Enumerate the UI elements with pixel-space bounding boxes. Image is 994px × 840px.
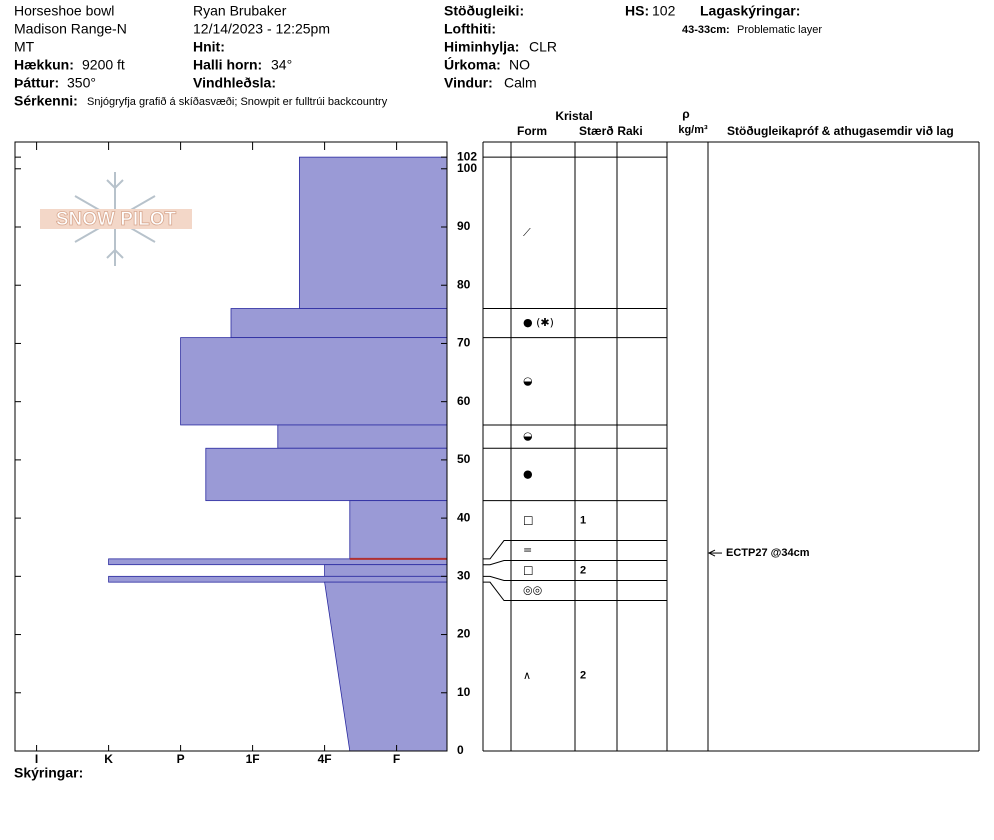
x-tick-label: 4F: [318, 752, 332, 766]
y-tick-label: 70: [457, 336, 471, 350]
hardness-layer: [180, 337, 448, 426]
logo-text: SNOW PILOT: [56, 209, 177, 230]
grain-form: □: [523, 514, 533, 527]
test-arrowhead: [707, 549, 716, 557]
slope-value: 34°: [271, 57, 292, 73]
layer-connector: [483, 581, 511, 602]
hs-value: 102: [652, 3, 676, 19]
grain-form: ●: [523, 467, 533, 480]
x-tick-label: I: [35, 752, 38, 766]
y-tick-label: 0: [457, 743, 464, 757]
state: MT: [14, 39, 35, 55]
rho-unit-header: kg/m³: [678, 124, 708, 136]
y-tick-label: 30: [457, 569, 471, 583]
hardness-layer: [298, 156, 448, 309]
layer-connector: [483, 575, 511, 582]
test-label: ECTP27 @34cm: [726, 547, 810, 559]
aspect-value: 350°: [67, 75, 96, 91]
layer-connector: [483, 560, 511, 566]
tests-header: Stöðugleikapróf & athugasemdir við lag: [727, 124, 954, 138]
x-tick-label: F: [393, 752, 400, 766]
x-tick-label: P: [177, 752, 185, 766]
y-tick-label: 80: [457, 277, 471, 291]
y-tick-label: 50: [457, 452, 471, 466]
x-tick-label: K: [104, 752, 113, 766]
y-tick-label: 40: [457, 510, 471, 524]
y-tick-label: 100: [457, 161, 477, 175]
layer-notes-label: Lagaskýringar:: [700, 3, 800, 19]
hardness-layer: [349, 500, 448, 560]
hardness-layer: [324, 581, 448, 752]
stability-label: Stöðugleiki:: [444, 3, 524, 19]
logo-band: [40, 209, 192, 229]
grain-form: ⟋: [523, 226, 531, 239]
plot-frame: [14, 141, 448, 752]
observer: Ryan Brubaker: [193, 3, 287, 19]
precip-value: NO: [509, 57, 530, 73]
precip-label: Úrkoma:: [444, 56, 501, 73]
grain-form: =: [523, 544, 532, 557]
grain-form: ∧: [523, 669, 531, 682]
sky-label: Himinhylja:: [444, 39, 519, 55]
grain-form: □: [523, 564, 533, 577]
features-label: Sérkenni:: [14, 93, 78, 109]
grain-size: 2: [580, 564, 586, 576]
coords-label: Hnit:: [193, 39, 225, 55]
grain-form: ◒: [523, 430, 533, 443]
y-tick-label: 90: [457, 219, 471, 233]
range: Madison Range-N: [14, 21, 127, 37]
hardness-layer: [205, 447, 448, 502]
wind-label: Vindur:: [444, 75, 493, 91]
slope-label: Halli horn:: [193, 57, 262, 73]
size-header: Stærð: [579, 124, 614, 138]
aspect-label: Þáttur:: [14, 75, 59, 91]
hardness-layer: [108, 575, 448, 583]
x-tick-label: 1F: [246, 752, 260, 766]
elevation-label: Hækkun:: [14, 57, 74, 73]
grain-size: 2: [580, 670, 586, 682]
moisture-header: Raki: [617, 124, 642, 138]
wind-value: Calm: [504, 75, 537, 91]
air-temp-label: Lofthiti:: [444, 21, 496, 37]
grain-form: ● (✱): [523, 316, 554, 329]
features-value: Snjógryfja grafið á skíðasvæði; Snowpit …: [87, 96, 388, 108]
form-header: Form: [517, 124, 547, 138]
y-tick-label: 10: [457, 685, 471, 699]
layer-connector: [483, 540, 511, 560]
location: Horseshoe bowl: [14, 3, 114, 19]
hardness-layer: [324, 564, 448, 577]
hs-label: HS:: [625, 3, 649, 19]
hardness-layer: [230, 308, 448, 339]
layer-note-depth: 43-33cm:: [682, 24, 730, 36]
datetime: 12/14/2023 - 12:25pm: [193, 21, 330, 37]
footer-label: Skýringar:: [14, 765, 83, 781]
grain-size: 1: [580, 514, 586, 526]
grain-form: ◒: [523, 374, 533, 387]
y-tick-label: 102: [457, 149, 477, 163]
hardness-layer: [277, 424, 448, 449]
rho-header: ρ: [682, 107, 689, 121]
y-tick-label: 20: [457, 627, 471, 641]
crystal-header: Kristal: [555, 109, 592, 123]
y-tick-label: 60: [457, 394, 471, 408]
grain-form: ◎◎: [523, 584, 542, 597]
layer-note-text: Problematic layer: [737, 24, 822, 36]
sky-value: CLR: [529, 39, 557, 55]
wind-loading-label: Vindhleðsla:: [193, 75, 276, 91]
elevation-value: 9200 ft: [82, 57, 125, 73]
